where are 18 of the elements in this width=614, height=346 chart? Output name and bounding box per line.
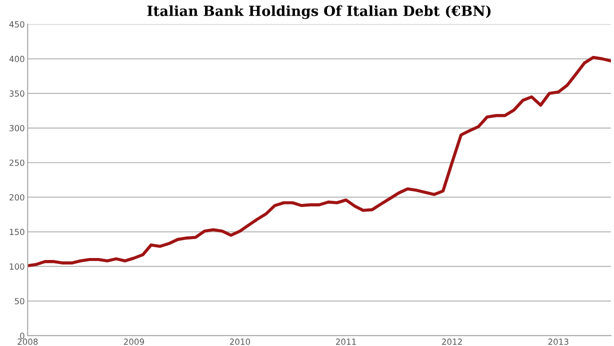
x-tick-label: 2008 [18,338,38,345]
x-tick-label: 2011 [336,338,356,345]
y-tick-label: 450 [9,21,24,28]
chart-title: Italian Bank Holdings Of Italian Debt (€BN) [147,5,491,19]
y-tick-label: 150 [10,228,24,236]
y-tick-label: 250 [10,160,24,166]
x-tick-label: 2013 [548,338,568,345]
y-tick-label: 200 [10,194,24,201]
y-tick-label: 300 [10,125,24,132]
x-tick-label: 2010 [230,338,250,345]
line-series [28,56,611,268]
y-tick-label: 50 [14,298,24,304]
y-tick-label: 400 [9,56,24,62]
y-tick-label: 100 [10,263,24,270]
x-tick-label: 2012 [442,338,462,345]
y-tick-label: 0 [20,332,24,339]
y-tick-label: 350 [10,90,24,97]
x-tick-label: 2009 [124,338,144,345]
